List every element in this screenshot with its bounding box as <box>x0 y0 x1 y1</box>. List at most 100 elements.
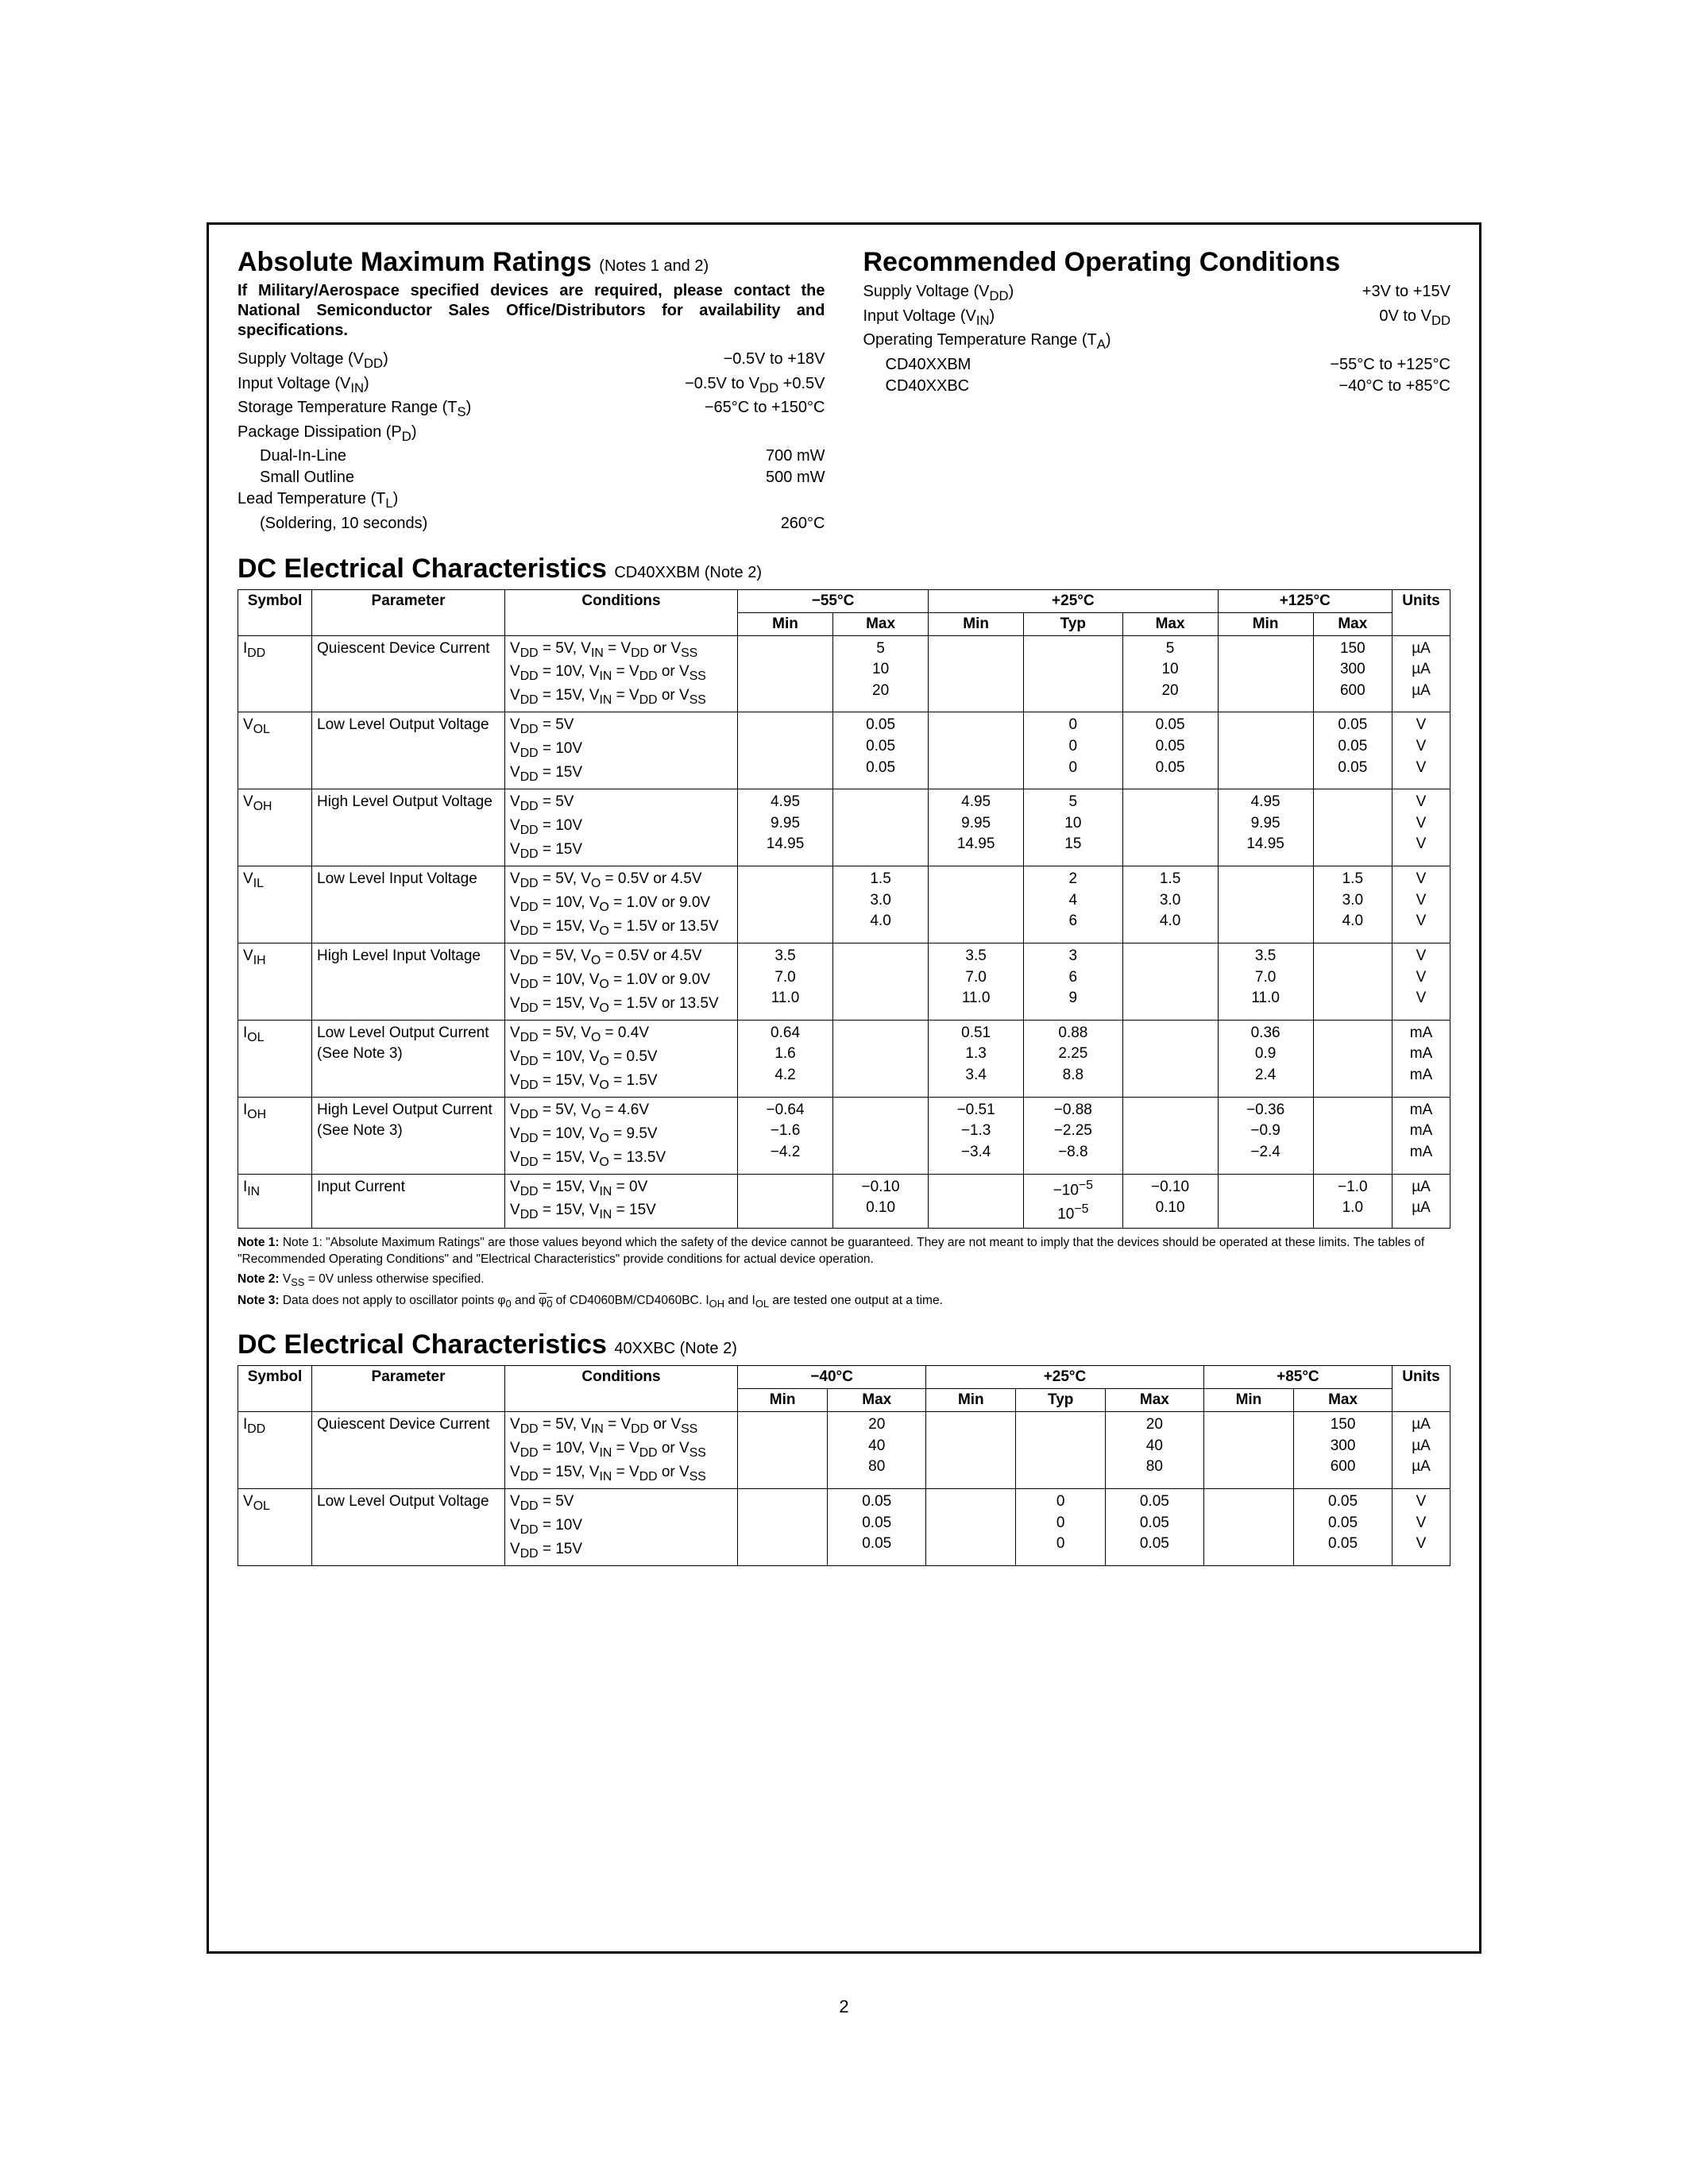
table-cell: VOH <box>238 789 312 866</box>
table-cell <box>929 866 1024 943</box>
spec-label: Input Voltage (VIN) <box>238 373 635 398</box>
table-cell <box>929 1174 1024 1229</box>
table-header: +85°C <box>1203 1366 1392 1389</box>
table-cell: High Level Input Voltage <box>312 943 505 1020</box>
table-header: Min <box>929 612 1024 635</box>
spec-value <box>635 488 825 513</box>
spec-label: Dual-In-Line <box>238 446 635 467</box>
table-cell <box>1122 1097 1218 1174</box>
table-cell: 51020 <box>833 635 929 712</box>
table-cell: 0.882.258.8 <box>1024 1020 1122 1097</box>
content-frame: Absolute Maximum Ratings (Notes 1 and 2)… <box>207 222 1481 1954</box>
table-cell <box>1122 1020 1218 1097</box>
table-header: −55°C <box>738 589 929 612</box>
table-cell: 0.050.050.05 <box>833 712 929 789</box>
table-cell: VOL <box>238 712 312 789</box>
table-cell: IDD <box>238 635 312 712</box>
spec-label: Supply Voltage (VDD) <box>238 349 635 373</box>
table-cell: 3.57.011.0 <box>929 943 1024 1020</box>
note-1-text: Note 1: "Absolute Maximum Ratings" are t… <box>238 1236 1424 1266</box>
table-cell: µAµA <box>1393 1174 1450 1229</box>
table-cell: VIL <box>238 866 312 943</box>
table-cell: 51015 <box>1024 789 1122 866</box>
spec-row: Dual-In-Line700 mW <box>238 446 825 467</box>
table-header: Units <box>1393 1366 1450 1412</box>
table-cell <box>738 866 833 943</box>
table-header: Min <box>738 612 833 635</box>
table-header: Symbol <box>238 1366 312 1412</box>
table-cell <box>1218 712 1313 789</box>
table-cell: 0.050.050.05 <box>1105 1489 1203 1566</box>
rec-op-title: Recommended Operating Conditions <box>863 247 1451 278</box>
table-cell: VDD = 5V, VO = 0.4VVDD = 10V, VO = 0.5VV… <box>505 1020 738 1097</box>
table-row: IOHHigh Level Output Current(See Note 3)… <box>238 1097 1450 1174</box>
table-cell: 246 <box>1024 866 1122 943</box>
table-cell <box>833 789 929 866</box>
table-cell: −0.100.10 <box>1122 1174 1218 1229</box>
table-cell: Low Level Output Voltage <box>312 712 505 789</box>
table-cell <box>926 1489 1016 1566</box>
table-cell: −10−510−5 <box>1024 1174 1122 1229</box>
table-cell <box>929 712 1024 789</box>
table-cell: 150300600 <box>1313 635 1392 712</box>
table-header: +25°C <box>929 589 1218 612</box>
table-cell: IOH <box>238 1097 312 1174</box>
rec-op-list: Supply Voltage (VDD)+3V to +15VInput Vol… <box>863 281 1451 397</box>
table-cell: 150300600 <box>1294 1412 1393 1489</box>
table-cell: VOL <box>238 1489 312 1566</box>
table-cell: VDD = 5V, VO = 0.5V or 4.5VVDD = 10V, VO… <box>505 943 738 1020</box>
spec-value: −65°C to +150°C <box>635 397 825 422</box>
table-header: Parameter <box>312 589 505 635</box>
table-cell <box>738 1489 828 1566</box>
table-cell: 0.641.64.2 <box>738 1020 833 1097</box>
table-cell: Low Level Output Current(See Note 3) <box>312 1020 505 1097</box>
table-cell <box>929 635 1024 712</box>
rec-op-column: Recommended Operating Conditions Supply … <box>863 247 1451 534</box>
dc1-subtitle: CD40XXBM (Note 2) <box>614 564 762 581</box>
spec-value: 260°C <box>635 513 825 534</box>
table-header: Parameter <box>312 1366 505 1412</box>
table-cell <box>926 1412 1016 1489</box>
table-cell: 369 <box>1024 943 1122 1020</box>
table-cell <box>1122 789 1218 866</box>
dc2-table: SymbolParameterConditions−40°C+25°C+85°C… <box>238 1365 1450 1566</box>
dc1-title: DC Electrical Characteristics CD40XXBM (… <box>238 554 1450 585</box>
table-cell: µAµAµA <box>1393 635 1450 712</box>
spec-row: Supply Voltage (VDD)−0.5V to +18V <box>238 349 825 373</box>
table-cell <box>1313 943 1392 1020</box>
table-cell <box>1016 1412 1105 1489</box>
table-cell: −0.100.10 <box>833 1174 929 1229</box>
table-cell: VVV <box>1393 712 1450 789</box>
table-cell: VDD = 5V, VIN = VDD or VSSVDD = 10V, VIN… <box>505 1412 738 1489</box>
table-header: Max <box>1294 1389 1393 1412</box>
abs-max-title-note: (Notes 1 and 2) <box>599 257 709 275</box>
table-cell: VVV <box>1393 1489 1450 1566</box>
table-header: +25°C <box>926 1366 1204 1389</box>
spec-label: Operating Temperature Range (TA) <box>863 330 1261 354</box>
footnotes: Note 1: Note 1: "Absolute Maximum Rating… <box>238 1235 1450 1310</box>
spec-value: 500 mW <box>635 467 825 488</box>
table-row: IOLLow Level Output Current(See Note 3)V… <box>238 1020 1450 1097</box>
abs-max-list: Supply Voltage (VDD)−0.5V to +18VInput V… <box>238 349 825 534</box>
table-cell: VVV <box>1393 789 1450 866</box>
table-cell: VDD = 5V, VIN = VDD or VSSVDD = 10V, VIN… <box>505 635 738 712</box>
spec-row: Input Voltage (VIN)−0.5V to VDD +0.5V <box>238 373 825 398</box>
table-header: Max <box>1313 612 1392 635</box>
table-cell <box>1218 866 1313 943</box>
table-cell: 000 <box>1024 712 1122 789</box>
table-row: VOLLow Level Output VoltageVDD = 5VVDD =… <box>238 1489 1450 1566</box>
dc2-title-text: DC Electrical Characteristics <box>238 1329 607 1360</box>
spec-label: Package Dissipation (PD) <box>238 422 635 446</box>
table-cell <box>1218 635 1313 712</box>
table-header: Min <box>1203 1389 1293 1412</box>
table-cell: VDD = 5VVDD = 10VVDD = 15V <box>505 789 738 866</box>
table-cell: Quiescent Device Current <box>312 1412 505 1489</box>
table-cell: IDD <box>238 1412 312 1489</box>
abs-max-column: Absolute Maximum Ratings (Notes 1 and 2)… <box>238 247 825 534</box>
spec-row: CD40XXBC−40°C to +85°C <box>863 376 1451 397</box>
table-cell <box>738 635 833 712</box>
table-header: Min <box>1218 612 1313 635</box>
table-header: Symbol <box>238 589 312 635</box>
spec-value: 700 mW <box>635 446 825 467</box>
table-cell: −0.36−0.9−2.4 <box>1218 1097 1313 1174</box>
